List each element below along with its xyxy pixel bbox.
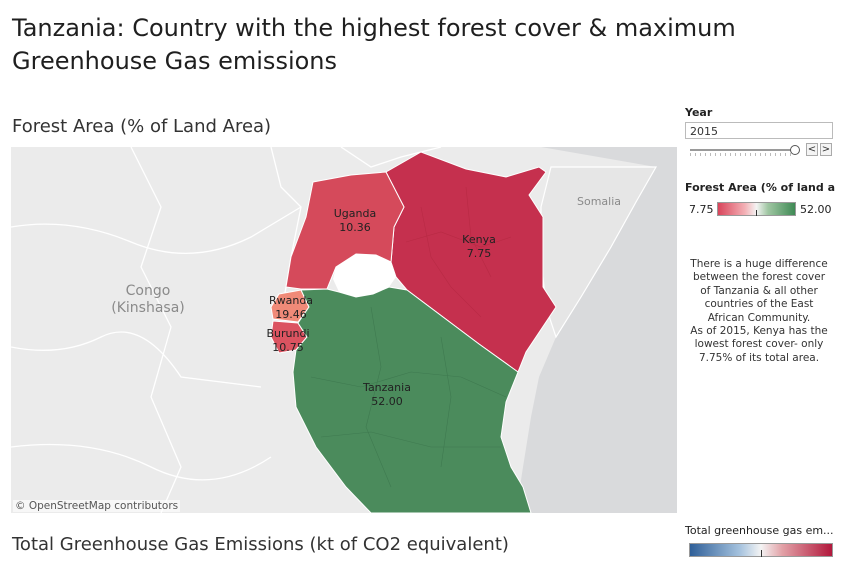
congo-label: Congo (Kinshasa)	[111, 283, 185, 317]
annotation-line: As of 2015, Kenya has the	[690, 325, 828, 338]
uganda-shape[interactable]	[285, 171, 405, 290]
tanzania-internal-borders	[310, 306, 507, 488]
burundi-value: 10.75	[272, 341, 304, 354]
somalia-label: Somalia	[576, 195, 622, 208]
annotation-line: There is a huge difference	[690, 258, 828, 270]
lake-victoria	[333, 254, 396, 297]
kenya-name: Kenya	[462, 233, 496, 246]
annotation-line: African Community.	[707, 311, 811, 324]
annotation-line: 7.75% of its total area.	[698, 351, 820, 364]
tanzania-name: Tanzania	[363, 381, 411, 394]
annotation-line: countries of the East	[704, 298, 814, 311]
rwanda-value: 19.46	[275, 308, 307, 321]
year-slider-thumb[interactable]	[790, 145, 800, 155]
uganda-name: Uganda	[333, 207, 377, 220]
forest-legend-title: Forest Area (% of land ar...	[685, 181, 835, 194]
congo-subname: (Kinshasa)	[111, 300, 185, 316]
map-canvas[interactable]	[11, 147, 677, 513]
ghg-sheet-title: Total Greenhouse Gas Emissions (kt of CO…	[12, 534, 509, 555]
year-filter-value[interactable]: 2015	[685, 122, 833, 139]
tanzania-value: 52.00	[371, 395, 403, 408]
congo-name: Congo	[125, 283, 171, 299]
dashboard-title: Tanzania: Country with the highest fores…	[12, 14, 736, 75]
kenya-internal-borders	[405, 186, 512, 318]
ghg-legend-title: Total greenhouse gas em...	[685, 524, 834, 537]
year-slider-track[interactable]	[690, 149, 794, 151]
annotation-text: There is a huge difference between the f…	[683, 258, 835, 365]
forest-legend-max: 52.00	[800, 203, 832, 216]
year-filter-label: Year	[685, 106, 713, 119]
forest-legend-min: 7.75	[689, 203, 714, 216]
forest-area-map[interactable]: Uganda 10.36 Kenya 7.75 Rwanda 19.46 Bur…	[11, 147, 677, 513]
map-attribution[interactable]: © OpenStreetMap contributors	[13, 500, 181, 512]
kenya-label: Kenya 7.75	[462, 233, 496, 261]
year-prev-button[interactable]: <	[806, 143, 818, 156]
rwanda-name: Rwanda	[268, 294, 314, 307]
kenya-value: 7.75	[466, 247, 492, 260]
ghg-legend-midpoint	[761, 550, 762, 557]
annotation-line: between the forest cover	[692, 271, 826, 284]
burundi-label: Burundi 10.75	[266, 327, 309, 355]
burundi-name: Burundi	[266, 327, 310, 340]
forest-map-title: Forest Area (% of Land Area)	[12, 116, 272, 137]
forest-legend-midpoint	[756, 210, 757, 216]
year-next-button[interactable]: >	[820, 143, 832, 156]
tanzania-shape[interactable]	[292, 286, 532, 513]
tanzania-label: Tanzania 52.00	[363, 381, 411, 409]
year-slider-ticks	[690, 153, 794, 156]
uganda-label: Uganda 10.36	[334, 207, 376, 235]
indian-ocean	[516, 147, 677, 513]
annotation-line: of Tanzania & all other	[700, 284, 818, 297]
annotation-line: lowest forest cover- only	[694, 338, 824, 351]
uganda-value: 10.36	[339, 221, 371, 234]
year-slider[interactable]	[690, 144, 800, 156]
rwanda-label: Rwanda 19.46	[269, 294, 313, 322]
